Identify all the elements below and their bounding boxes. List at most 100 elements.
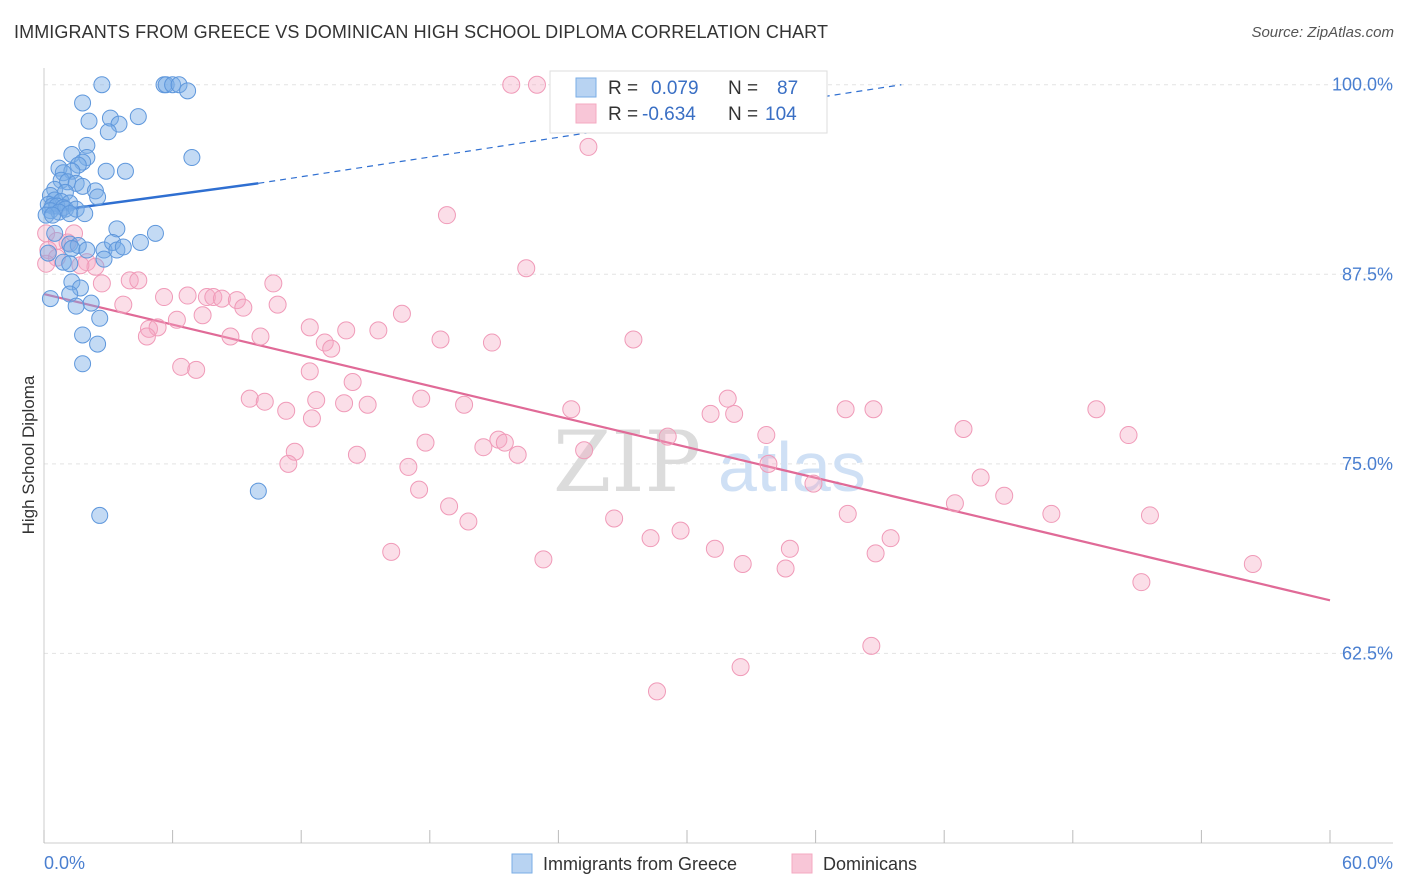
greece-point [91, 506, 109, 524]
dominicans-point [995, 486, 1014, 505]
dominicans-point [221, 327, 240, 346]
dominicans-point [954, 419, 973, 438]
greece-point [74, 326, 92, 344]
dominicans-point [945, 494, 964, 513]
greece-point [69, 156, 87, 174]
series-legend-swatch-greece [511, 853, 533, 874]
dominicans-point [759, 454, 778, 473]
correlation-legend: R = 0.079 N = 87 R = -0.634 N = 104 [549, 70, 828, 134]
legend-r-label-2: R = [608, 104, 638, 125]
dominicans-point [382, 542, 401, 561]
dominicans-point [718, 389, 737, 408]
chart-title: IMMIGRANTS FROM GREECE VS DOMINICAN HIGH… [14, 22, 829, 42]
dominicans-point [508, 445, 527, 464]
greece-point [74, 355, 92, 373]
dominicans-point [495, 433, 514, 452]
dominicans-point [431, 330, 450, 349]
greece-point [78, 241, 96, 259]
watermark-atlas: atlas [718, 428, 866, 506]
dominicans-point [37, 254, 56, 273]
dominicans-point [399, 457, 418, 476]
greece-point [54, 253, 72, 271]
legend-n-value-2: 104 [765, 104, 797, 125]
dominicans-point [534, 550, 553, 569]
dominicans-point [187, 360, 206, 379]
x-tick-label-max: 60.0% [1342, 853, 1393, 873]
legend-swatch-blue [575, 77, 597, 98]
dominicans-point [864, 400, 883, 419]
watermark: ZIP atlas [553, 413, 866, 511]
dominicans-point [647, 682, 666, 701]
dominicans-point [358, 395, 377, 414]
dominicans-point [1087, 400, 1106, 419]
dominicans-point [437, 206, 456, 225]
dominicans-point [862, 636, 881, 655]
dominicans-point [804, 474, 823, 493]
dominicans-point [459, 512, 478, 531]
legend-r-value-1: 0.079 [651, 78, 699, 99]
greece-point [37, 206, 55, 224]
greece-point [99, 123, 117, 141]
dominicans-point [279, 454, 298, 473]
greece-point [89, 335, 107, 353]
dominicans-point [255, 392, 274, 411]
legend-n-label-1: N = [728, 78, 758, 99]
dominicans-point [392, 304, 411, 323]
series-legend: Immigrants from Greece Dominicans [511, 853, 917, 874]
dominicans-point [347, 445, 366, 464]
dominicans-point [1140, 506, 1159, 525]
greece-point [183, 149, 201, 167]
greece-point [76, 205, 94, 223]
greece-point [44, 206, 62, 224]
greece-point [179, 82, 197, 100]
legend-swatch-pink [575, 103, 597, 124]
y-tick-label: 62.5% [1342, 643, 1393, 663]
dominicans-point [234, 298, 253, 317]
y-tick-label: 87.5% [1342, 264, 1393, 284]
greece-point [157, 76, 175, 94]
dominicans-point [474, 438, 493, 457]
dominicans-point [369, 321, 388, 340]
dominicans-point [172, 357, 191, 376]
dominicans-point [227, 291, 246, 310]
chart-source: Source: ZipAtlas.com [1251, 24, 1394, 41]
dominicans-point [579, 137, 598, 156]
dominicans-point [268, 295, 287, 314]
watermark-zip: ZIP [553, 413, 701, 511]
greece-point [80, 112, 98, 130]
greece-point [95, 250, 113, 268]
dominicans-point [624, 330, 643, 349]
y-tick-label: 100.0% [1332, 75, 1393, 95]
greece-point [78, 136, 96, 154]
dominicans-point [455, 395, 474, 414]
legend-r-value-2: -0.634 [642, 104, 696, 125]
dominicans-point [881, 529, 900, 548]
dominicans-point [971, 468, 990, 487]
dominicans-point [343, 372, 362, 391]
dominicans-point [129, 271, 148, 290]
dominicans-point [641, 529, 660, 548]
greece-point [71, 279, 89, 297]
dominicans-point [658, 427, 677, 446]
dominicans-point [527, 75, 546, 94]
dominicans-point [725, 404, 744, 423]
greece-point [164, 76, 182, 94]
legend-n-label-2: N = [728, 104, 758, 125]
x-tick-label-min: 0.0% [44, 853, 85, 873]
dominicans-point [71, 256, 90, 275]
dominicans-point [155, 288, 174, 307]
greece-point [41, 290, 59, 308]
dominicans-point [605, 509, 624, 528]
dominicans-point [92, 274, 111, 293]
dominicans-point [836, 400, 855, 419]
dominicans-point [167, 310, 186, 329]
dominicans-point [776, 559, 795, 578]
greece-point [249, 482, 267, 500]
greece-point [114, 238, 132, 256]
dominicans-point [757, 426, 776, 445]
greece-point [108, 220, 126, 238]
series-legend-swatch-dominicans [791, 853, 813, 874]
dominicans-point [733, 554, 752, 573]
greece-point [46, 224, 64, 242]
